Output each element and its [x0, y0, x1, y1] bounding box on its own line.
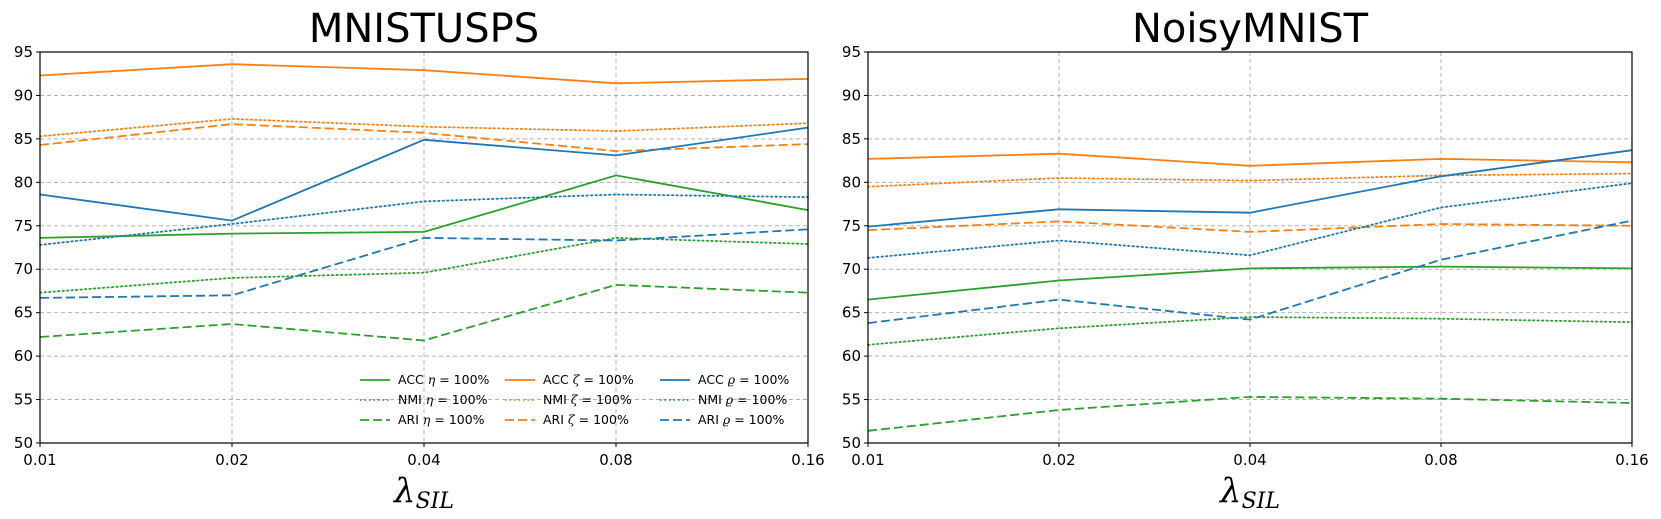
series-line-ari-blue	[39, 228, 809, 299]
y-tick-label: 70	[14, 260, 33, 278]
series-line-nmi-blue	[39, 193, 809, 246]
y-tick-label: 65	[14, 304, 33, 322]
y-tick-label: 95	[14, 43, 33, 61]
y-tick-label: 95	[842, 43, 861, 61]
legend-label: NMI η = 100%	[398, 392, 488, 407]
legend-label: ARI ζ = 100%	[543, 412, 629, 427]
x-tick-label: 0.02	[1042, 451, 1075, 469]
x-tick-label: 0.04	[1233, 451, 1266, 469]
y-tick-label: 55	[842, 391, 861, 409]
y-tick-label: 70	[842, 260, 861, 278]
y-tick-label: 60	[14, 347, 33, 365]
x-tick-label: 0.02	[215, 451, 248, 469]
y-tick-label: 80	[14, 173, 33, 191]
y-tick-label: 80	[842, 173, 861, 191]
series-line-nmi-orange	[39, 117, 809, 138]
y-tick-label: 75	[842, 217, 861, 235]
series-line-acc-blue	[39, 126, 809, 222]
series-line-acc-green	[39, 174, 809, 239]
series-line-nmi-green	[39, 236, 809, 294]
legend-label: ACC η = 100%	[398, 372, 490, 387]
legend-label: ACC ζ = 100%	[543, 372, 634, 387]
legend-label: ARI η = 100%	[398, 412, 485, 427]
chart-1: 50 55 60 65 70 75 80 85 90 95 0.01 0.02 0.04 0.08 0.16…	[14, 6, 825, 514]
legend-label: NMI ϱ = 100%	[698, 392, 787, 407]
x-tick-label: 0.08	[599, 451, 632, 469]
series-line-acc-green	[867, 265, 1633, 301]
series-line-ari-green	[867, 395, 1633, 432]
legend-label: ARI ϱ = 100%	[698, 412, 785, 427]
y-tick-label: 50	[14, 434, 33, 452]
series-line-acc-blue	[867, 149, 1633, 228]
series-line-nmi-orange	[867, 172, 1633, 188]
legend-label: ACC ϱ = 100%	[698, 372, 789, 387]
chart-title: NoisyMNIST	[1132, 6, 1369, 52]
legend: ACC η = 100% NMI η = 100% ARI η = 100% ACC …	[360, 372, 789, 427]
y-tick-label: 85	[842, 130, 861, 148]
y-tick-label: 90	[842, 86, 861, 104]
series-line-ari-orange	[39, 123, 809, 153]
y-tick-label: 65	[842, 304, 861, 322]
chart-title: MNISTUSPS	[309, 6, 539, 52]
x-tick-label: 0.04	[407, 451, 440, 469]
x-axis-label: λSIL	[392, 471, 454, 514]
y-tick-label: 50	[842, 434, 861, 452]
series-line-acc-orange	[867, 152, 1633, 167]
series-line-ari-orange	[867, 220, 1633, 233]
y-tick-label: 85	[14, 130, 33, 148]
y-tick-label: 75	[14, 217, 33, 235]
x-tick-label: 0.08	[1424, 451, 1457, 469]
chart-2: 50 55 60 65 70 75 80 85 90 95 0.01 0.02 0.04 0.08 0.16…	[842, 6, 1649, 514]
x-tick-label: 0.01	[851, 451, 884, 469]
x-tick-label: 0.01	[23, 451, 56, 469]
y-tick-label: 55	[14, 391, 33, 409]
series-line-ari-green	[39, 283, 809, 342]
y-tick-label: 90	[14, 86, 33, 104]
series-line-nmi-green	[867, 316, 1633, 346]
legend-label: NMI ζ = 100%	[543, 392, 632, 407]
series-line-ari-blue	[867, 219, 1633, 324]
series-line-acc-orange	[39, 63, 809, 85]
x-tick-label: 0.16	[791, 451, 824, 469]
x-axis-label: λSIL	[1218, 471, 1280, 514]
series-line-nmi-blue	[867, 182, 1633, 259]
x-tick-label: 0.16	[1615, 451, 1648, 469]
y-tick-label: 60	[842, 347, 861, 365]
